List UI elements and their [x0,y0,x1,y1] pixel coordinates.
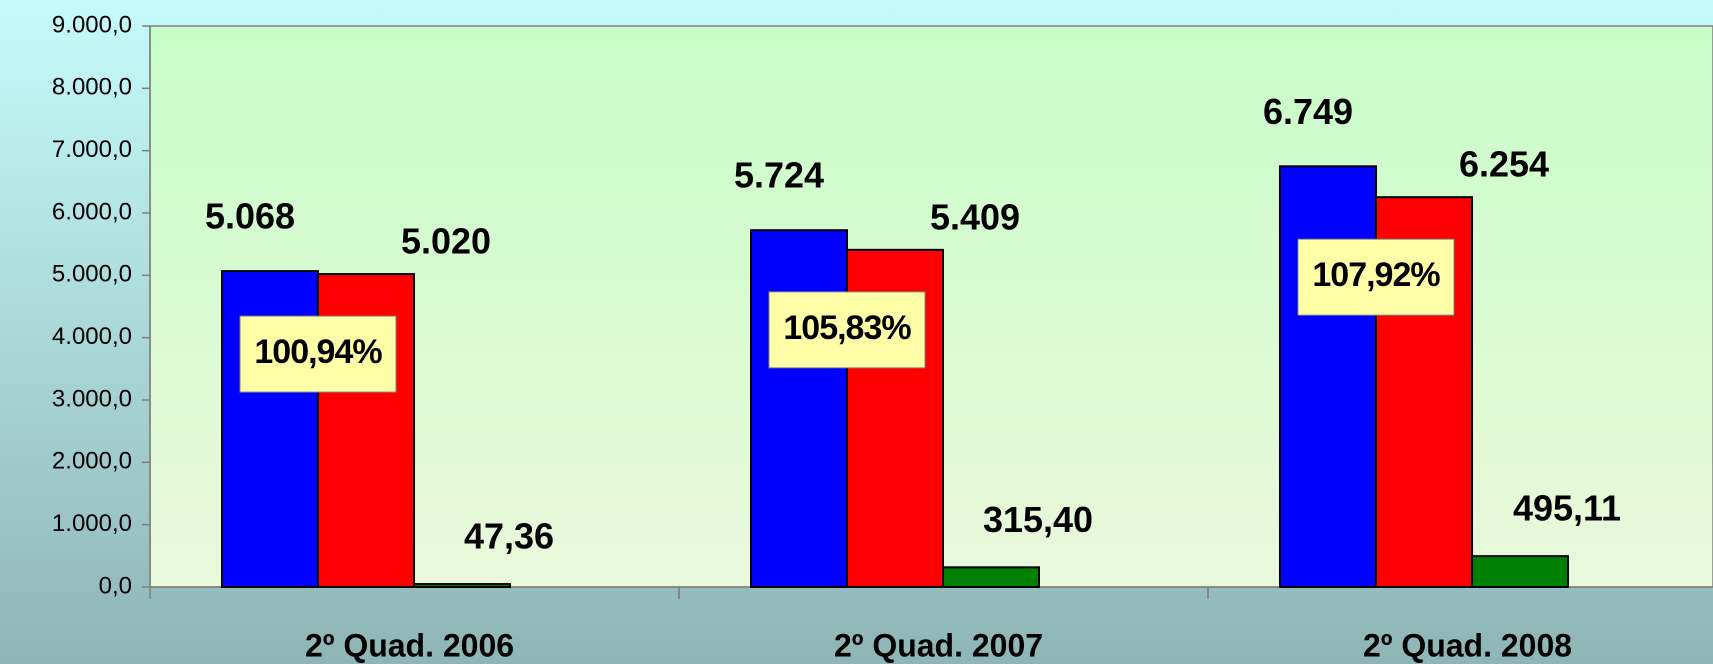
bar [413,583,511,589]
annotation-box [768,291,926,369]
y-tick-label: 2.000,0 [52,448,132,475]
value-label: 5.020 [401,221,491,262]
value-label: 495,11 [1513,488,1621,529]
annotation-box [239,315,397,393]
bar [750,229,848,588]
y-tick-label: 9.000,0 [52,11,132,38]
y-tick-label: 5.000,0 [52,261,132,288]
y-tick-label: 0,0 [99,572,132,599]
bar [1471,555,1569,588]
x-tick-label: 2º Quad. 2007 [834,627,1043,663]
value-label: 5.068 [205,196,295,237]
bar [1279,165,1377,588]
annotation: 105,83% [783,309,911,347]
y-tick-label: 1.000,0 [52,510,132,537]
x-tick-label: 2º Quad. 2008 [1363,627,1572,663]
annotation: 107,92% [1312,256,1440,294]
annotation: 100,94% [254,333,382,371]
value-label: 6.254 [1459,144,1549,185]
value-label: 5.724 [734,155,824,196]
value-label: 6.749 [1263,91,1353,132]
value-label: 5.409 [930,196,1020,237]
y-tick-label: 7.000,0 [52,136,132,163]
y-tick-label: 6.000,0 [52,198,132,225]
y-tick-label: 3.000,0 [52,385,132,412]
annotation-box [1297,238,1455,316]
y-tick-label: 8.000,0 [52,74,132,101]
y-tick-label: 4.000,0 [52,323,132,350]
value-label: 47,36 [464,516,554,557]
bar [942,566,1040,589]
value-label: 315,40 [983,499,1093,540]
x-tick-label: 2º Quad. 2006 [305,627,514,663]
